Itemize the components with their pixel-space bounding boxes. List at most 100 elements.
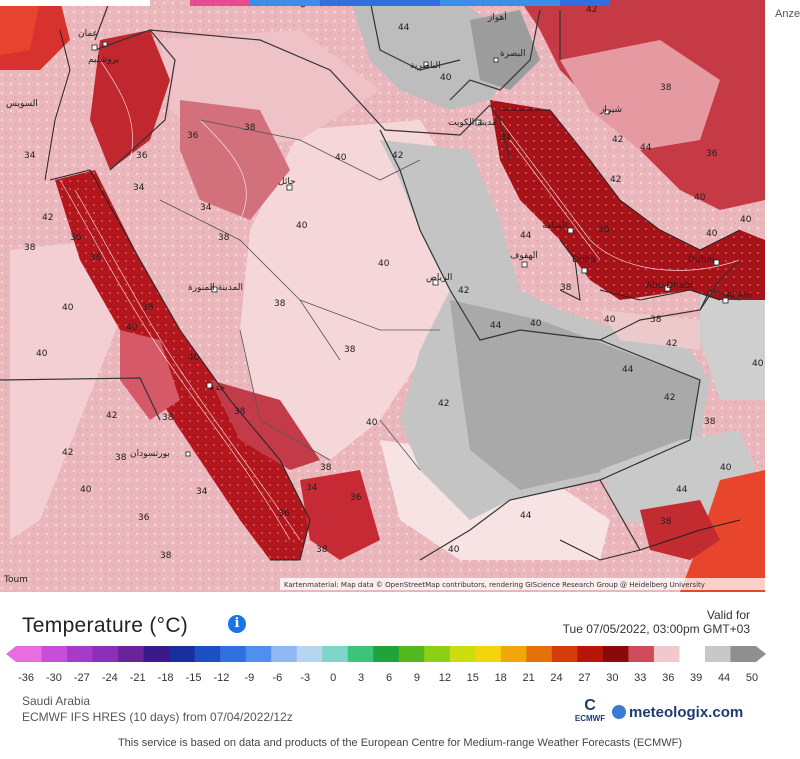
place-port-sudan: بورتسودان — [130, 449, 170, 459]
svg-text:44: 44 — [398, 23, 410, 33]
svg-text:40: 40 — [694, 193, 706, 203]
svg-text:38: 38 — [142, 303, 154, 313]
scale-cell — [373, 646, 400, 662]
svg-text:40: 40 — [62, 303, 74, 313]
svg-text:44: 44 — [640, 143, 652, 153]
valid-label: Valid for — [706, 608, 750, 622]
scale-left-arrow — [6, 646, 16, 662]
svg-text:36: 36 — [136, 151, 148, 161]
scale-cell — [449, 646, 476, 662]
svg-text:42: 42 — [664, 393, 675, 403]
scale-cell — [16, 646, 43, 662]
svg-text:38: 38 — [316, 545, 328, 555]
scale-cell — [347, 646, 374, 662]
scale-cell — [67, 646, 94, 662]
valid-time: Tue 07/05/2022, 03:00pm GMT+03 — [562, 622, 750, 636]
temperature-map[interactable]: عمان يروشليم السويس حائل المدينة المنورة… — [0, 0, 765, 592]
svg-text:38: 38 — [244, 123, 256, 133]
svg-text:38: 38 — [234, 407, 246, 417]
scale-cell — [169, 646, 196, 662]
legend-title-text: Temperature — [22, 614, 144, 637]
scale-cell — [500, 646, 527, 662]
svg-text:40: 40 — [126, 323, 138, 333]
svg-text:36: 36 — [598, 225, 610, 235]
svg-text:40: 40 — [530, 319, 542, 329]
place-suez: السويس — [6, 99, 38, 109]
region-name: Saudi Arabia — [22, 694, 91, 708]
meteologix-logo[interactable]: meteologix.com — [612, 704, 743, 721]
scale-tick-label: 0 — [330, 672, 337, 684]
svg-text:38: 38 — [650, 315, 662, 325]
svg-text:40: 40 — [335, 153, 347, 163]
temperature-labels: 36 40 42 44 38 34 38 40 42 44 34 36 40 4… — [24, 5, 764, 561]
scale-tick-label: 30 — [606, 672, 619, 684]
scale-tick-label: 50 — [745, 672, 759, 684]
svg-text:38: 38 — [320, 463, 332, 473]
svg-text:36: 36 — [90, 253, 102, 263]
svg-text:42: 42 — [610, 175, 621, 185]
scale-tick-label: -30 — [45, 672, 62, 684]
ecmwf-logo-text: ECMWF — [574, 714, 606, 723]
scale-cell — [271, 646, 298, 662]
svg-text:44: 44 — [622, 365, 634, 375]
svg-text:36: 36 — [278, 509, 290, 519]
scale-cell — [296, 646, 323, 662]
scale-tick-label: -9 — [244, 672, 255, 684]
scale-cell — [424, 646, 451, 662]
scale-cell — [245, 646, 272, 662]
meteologix-globe-icon — [612, 705, 626, 719]
scale-cell — [194, 646, 221, 662]
scale-tick-label: 18 — [494, 672, 507, 684]
svg-text:38: 38 — [115, 453, 127, 463]
svg-text:40: 40 — [720, 463, 732, 473]
svg-text:40: 40 — [188, 353, 200, 363]
place-amman: عمان — [78, 29, 98, 39]
svg-text:34: 34 — [133, 183, 145, 193]
scale-cell — [628, 646, 655, 662]
svg-text:40: 40 — [604, 315, 616, 325]
svg-text:38: 38 — [344, 345, 356, 355]
scale-tick-label: -6 — [272, 672, 283, 684]
scale-tick-label: -21 — [129, 672, 146, 684]
scale-tick-label: 24 — [550, 672, 563, 684]
place-jeddah: جدة — [210, 383, 225, 393]
place-doha: Doha — [572, 255, 596, 265]
place-hail: حائل — [278, 177, 296, 187]
svg-text:36: 36 — [706, 149, 718, 159]
place-manama: المنامة — [542, 221, 568, 231]
place-medina: المدينة المنورة — [188, 283, 243, 293]
legend-unit: (°C) — [149, 614, 189, 637]
scale-cell — [118, 646, 145, 662]
place-labels: عمان يروشليم السويس حائل المدينة المنورة… — [3, 0, 752, 585]
place-abu-dhabi: Abu Dhabi — [646, 281, 693, 291]
svg-text:42: 42 — [438, 399, 449, 409]
svg-text:38: 38 — [660, 83, 672, 93]
place-jerusalem: يروشليم — [88, 55, 120, 65]
info-icon[interactable]: i — [228, 615, 246, 633]
svg-text:34: 34 — [196, 487, 208, 497]
svg-text:36: 36 — [138, 513, 150, 523]
scale-cell — [92, 646, 119, 662]
svg-text:42: 42 — [106, 411, 117, 421]
svg-text:38: 38 — [162, 413, 174, 423]
scale-tick-label: -18 — [157, 672, 174, 684]
place-kuwait: مدينة الكويت — [448, 118, 497, 128]
place-hofuf: الهفوف — [510, 251, 538, 261]
scale-tick-label: -27 — [73, 672, 90, 684]
scale-cell — [322, 646, 349, 662]
svg-text:38: 38 — [218, 233, 230, 243]
place-nasiriyah: الناصرية — [410, 61, 441, 71]
scale-tick-label: 12 — [438, 672, 451, 684]
svg-text:38: 38 — [560, 283, 572, 293]
svg-text:42: 42 — [612, 135, 623, 145]
map-attribution: Kartenmaterial: Map data © OpenStreetMap… — [284, 581, 705, 589]
legend-panel: Temperature (°C) i Valid for Tue 07/05/2… — [0, 600, 800, 759]
scale-tick-label: -3 — [300, 672, 311, 684]
svg-text:38: 38 — [660, 517, 672, 527]
scale-tick-label: 27 — [578, 672, 591, 684]
scale-tick-label: 15 — [466, 672, 479, 684]
svg-text:40: 40 — [378, 259, 390, 269]
scale-cell — [653, 646, 680, 662]
scale-cell — [398, 646, 425, 662]
meteologix-brand: meteologix.com — [629, 704, 744, 721]
